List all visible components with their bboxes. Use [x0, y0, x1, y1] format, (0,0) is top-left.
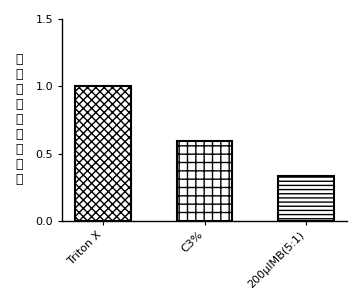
- Bar: [278, 176, 334, 221]
- Y-axis label: 细
胞
毒
性
相
对
百
分
毒: 细 胞 毒 性 相 对 百 分 毒: [15, 53, 22, 186]
- Bar: [75, 86, 131, 221]
- Bar: [177, 141, 232, 221]
